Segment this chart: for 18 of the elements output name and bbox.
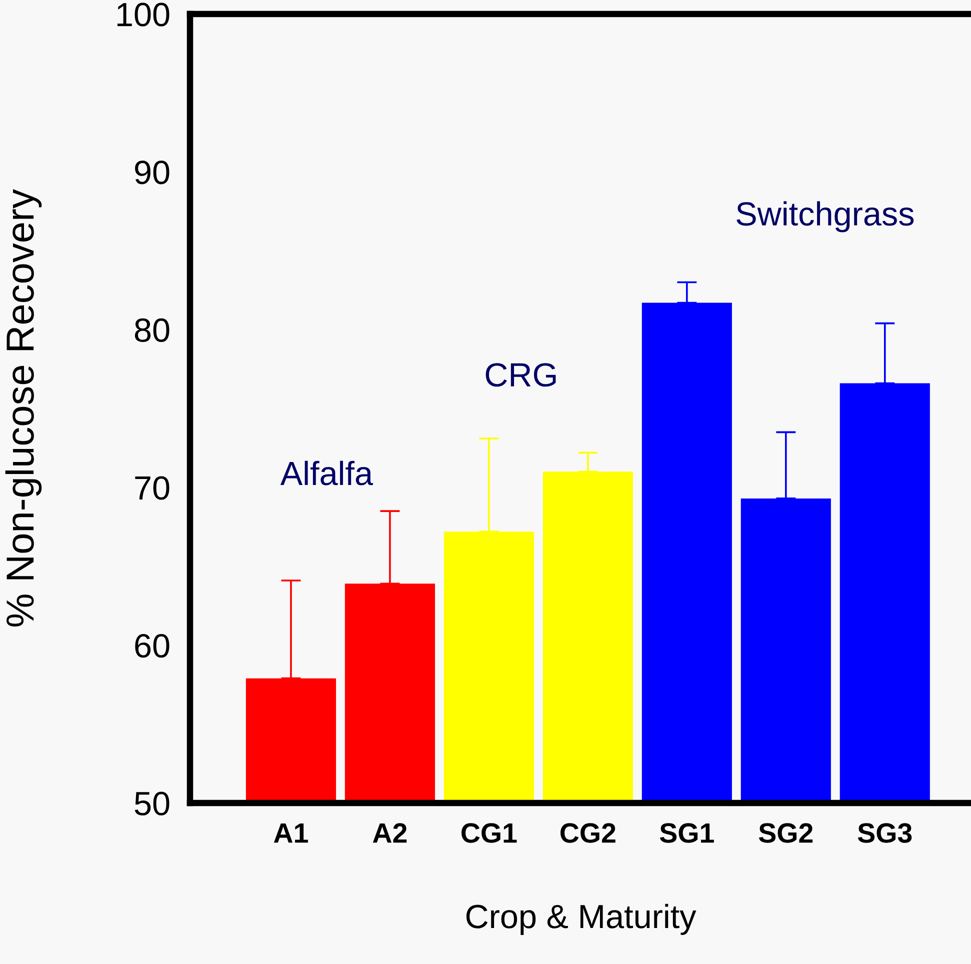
y-tick-label: 60 bbox=[135, 634, 170, 658]
x-tick-label: A2 bbox=[372, 823, 407, 843]
x-tick-label: CG2 bbox=[560, 823, 616, 843]
x-tick-label: SG2 bbox=[758, 823, 813, 843]
x-axis-title: Crop & Maturity bbox=[466, 904, 696, 935]
x-tick-label: A1 bbox=[274, 823, 308, 843]
x-tick-label: CG1 bbox=[462, 823, 517, 843]
x-tick-label: SG3 bbox=[858, 823, 912, 843]
y-tick-label: 80 bbox=[134, 318, 170, 342]
y-tick-label: 70 bbox=[135, 476, 170, 500]
x-tick-label: SG1 bbox=[660, 823, 714, 843]
y-axis-title: % Non-glucose Recovery bbox=[5, 189, 42, 626]
annotation: Switchgrass bbox=[736, 201, 914, 232]
y-tick-label: 100 bbox=[117, 2, 170, 26]
y-tick-label: 90 bbox=[135, 160, 170, 184]
y-tick-label: 50 bbox=[134, 792, 170, 816]
annotation: Alfalfa bbox=[280, 460, 373, 486]
annotation: CRG bbox=[486, 363, 556, 387]
